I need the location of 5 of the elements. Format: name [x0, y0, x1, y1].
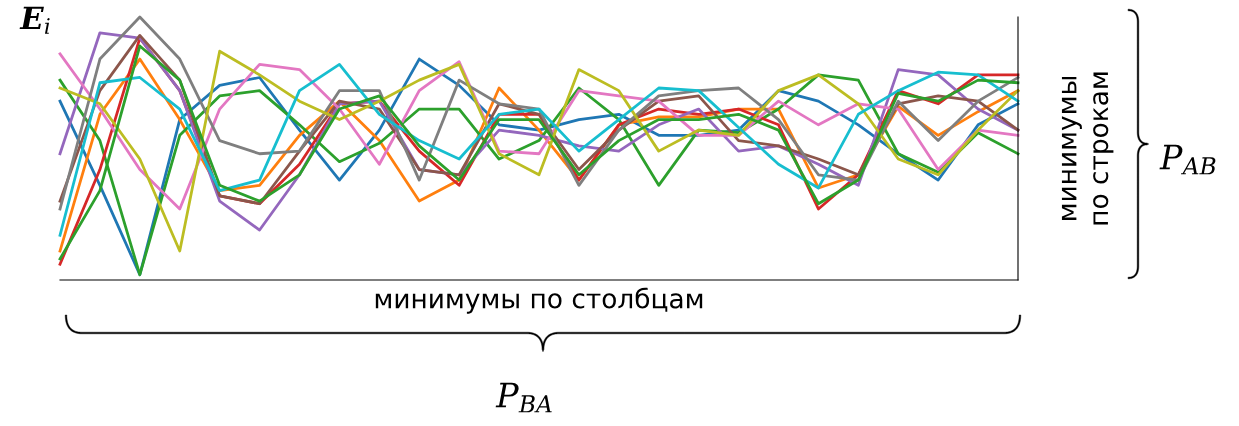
y-axis-title: E$_{i}$ — [19, 6, 50, 34]
text: P$_{BA}$ — [495, 382, 552, 413]
y2-axis-title: минимумы по строкам — [1061, 72, 1114, 225]
text: P$_{AB}$ — [1159, 144, 1216, 175]
x-axis-title: минимумы по столбцам — [375, 287, 703, 314]
